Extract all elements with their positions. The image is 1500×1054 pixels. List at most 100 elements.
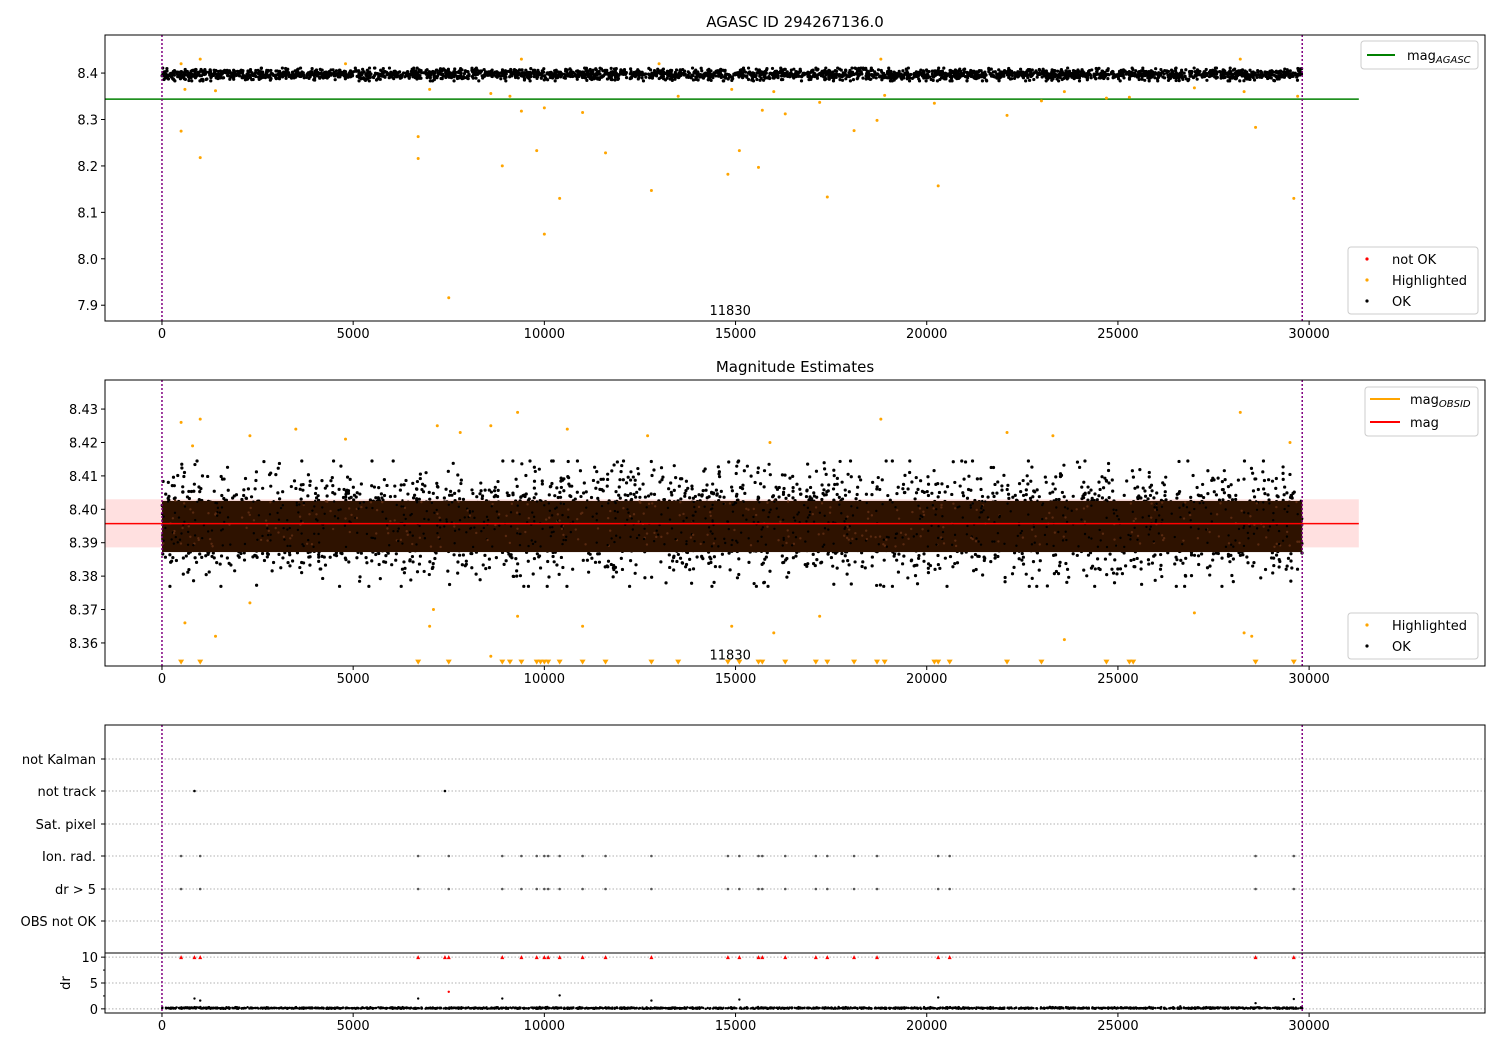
ok-point	[623, 68, 626, 71]
ok-point	[1221, 480, 1224, 483]
ok-point	[713, 555, 716, 558]
ok-point	[789, 72, 792, 75]
ok-point	[846, 75, 849, 78]
ok-point	[1032, 78, 1035, 81]
ok-point	[621, 72, 624, 75]
ok-point	[1206, 492, 1209, 495]
ok-point	[294, 487, 297, 490]
ok-point	[424, 69, 427, 72]
ok-point	[585, 67, 588, 70]
ok-point	[579, 469, 582, 472]
ok-point	[288, 75, 291, 78]
ok-point	[1106, 77, 1109, 80]
ok-point	[840, 552, 843, 555]
ok-point	[582, 559, 585, 562]
ok-point	[841, 75, 844, 78]
ok-point	[259, 77, 262, 80]
ok-point	[1123, 494, 1126, 497]
highlighted-point	[535, 149, 538, 152]
ok-point	[884, 74, 887, 77]
ok-point	[744, 71, 747, 74]
ok-point	[363, 70, 366, 73]
ok-point	[767, 75, 770, 78]
ok-point	[479, 71, 482, 74]
ok-point	[459, 67, 462, 70]
ok-point	[300, 70, 303, 73]
ok-point	[1154, 67, 1157, 70]
ok-point	[275, 77, 278, 80]
ok-point	[970, 75, 973, 78]
ok-point	[591, 70, 594, 73]
ok-point	[346, 76, 349, 79]
ok-point	[756, 471, 759, 474]
ok-point	[972, 70, 975, 73]
ok-point	[965, 79, 968, 82]
ok-point	[654, 73, 657, 76]
ok-point	[1009, 77, 1012, 80]
ok-point	[632, 475, 635, 478]
ok-point	[169, 561, 172, 564]
ok-point	[179, 72, 182, 75]
highlighted-point	[879, 58, 882, 61]
ok-point	[174, 496, 177, 499]
y-tick-label: 8.1	[77, 206, 98, 221]
ok-point	[1132, 475, 1135, 478]
ok-point	[1117, 75, 1120, 78]
ok-point	[664, 78, 667, 81]
highlighted-point	[761, 109, 764, 112]
ok-point	[838, 496, 841, 499]
legend-marker-icon	[1365, 299, 1368, 302]
ok-point	[393, 484, 396, 487]
ok-point	[1287, 557, 1290, 560]
y-tick-label: 8.4	[77, 67, 98, 82]
ok-point	[1070, 76, 1073, 79]
ok-point	[798, 71, 801, 74]
ok-point	[630, 77, 633, 80]
ok-point	[382, 67, 385, 70]
legend-marker-icon	[1365, 278, 1368, 281]
highlighted-point	[428, 88, 431, 91]
ok-point	[832, 70, 835, 73]
ok-point	[250, 495, 253, 498]
ok-point	[954, 76, 957, 79]
ok-point	[1051, 74, 1054, 77]
ok-point	[439, 67, 442, 70]
ok-point	[1021, 552, 1024, 555]
ok-point	[907, 66, 910, 69]
ok-point	[856, 486, 859, 489]
ok-point	[771, 67, 774, 70]
ok-point	[838, 78, 841, 81]
ok-point	[857, 73, 860, 76]
ok-point	[514, 72, 517, 75]
ok-point	[386, 72, 389, 75]
ok-point	[688, 568, 691, 571]
ok-point	[878, 488, 881, 491]
ok-point	[1051, 68, 1054, 71]
ok-point	[1128, 71, 1131, 74]
ok-point	[380, 492, 383, 495]
ok-point	[683, 495, 686, 498]
ok-point	[595, 470, 598, 473]
highlighted-point	[1063, 90, 1066, 93]
ok-point	[497, 489, 500, 492]
ok-point	[889, 72, 892, 75]
ok-point	[1003, 580, 1006, 583]
ok-point	[718, 475, 721, 478]
highlighted-point	[1105, 97, 1108, 100]
ok-point	[1131, 68, 1134, 71]
ok-point	[838, 460, 841, 463]
ok-point	[625, 76, 628, 79]
ok-point	[944, 557, 947, 560]
ok-point	[286, 561, 289, 564]
ok-point	[501, 73, 504, 76]
ok-point	[488, 558, 491, 561]
ok-point	[1082, 73, 1085, 76]
ok-point	[840, 69, 843, 72]
ok-point	[724, 73, 727, 76]
ok-point	[1076, 461, 1079, 464]
highlighted-point	[757, 166, 760, 169]
ok-point	[362, 76, 365, 79]
x-tick-label: 20000	[906, 327, 947, 342]
ok-point	[533, 557, 536, 560]
ok-point	[640, 76, 643, 79]
